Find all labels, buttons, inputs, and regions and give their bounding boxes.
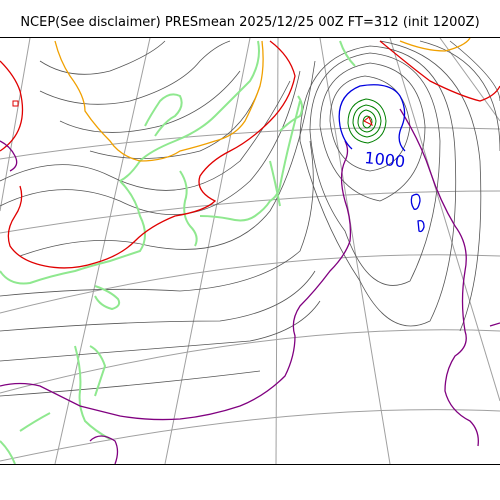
low-centre-marker (363, 116, 373, 127)
coastline (19, 412, 51, 432)
contour-purple (0, 108, 500, 464)
isobar (309, 52, 441, 286)
contour-green (347, 98, 387, 144)
contour (0, 60, 24, 152)
longitude-line (439, 38, 500, 122)
graticule (0, 38, 500, 464)
isobar (379, 40, 482, 332)
coastline (89, 345, 107, 397)
isobar (0, 140, 314, 297)
contour (0, 140, 18, 172)
contour (417, 219, 425, 233)
contour (54, 40, 264, 162)
coastline (269, 160, 281, 207)
isobar (0, 300, 321, 362)
contour-red (0, 40, 500, 269)
contour (399, 38, 471, 52)
contour-blue (338, 84, 425, 233)
contour (0, 140, 352, 421)
longitude-line (54, 38, 151, 464)
isobar (449, 40, 500, 102)
coastline (94, 285, 121, 311)
isobar (19, 60, 316, 257)
contour (339, 125, 353, 150)
latitude-line (0, 409, 500, 462)
pressure-map: 1000 (0, 38, 500, 464)
coastline (0, 180, 146, 285)
map-title: NCEP(See disclaimer) PRESmean 2025/12/25… (20, 15, 480, 30)
coastline (339, 40, 356, 67)
latitude-line (0, 254, 500, 314)
contour-label: 1000 (364, 148, 406, 171)
latitude-line (0, 329, 500, 394)
isobar (319, 62, 426, 202)
small-marker (12, 100, 19, 107)
isobar (59, 70, 241, 133)
contour-orange (54, 38, 471, 162)
isobar (39, 40, 231, 105)
contour (362, 115, 373, 129)
isobar (89, 85, 261, 159)
contour (399, 108, 479, 447)
contour (379, 40, 500, 102)
isobar (299, 45, 457, 327)
contour (347, 98, 387, 144)
coastline (199, 100, 301, 222)
contour (352, 104, 382, 138)
coastline (279, 95, 304, 132)
contour (410, 193, 421, 210)
longitude-line (164, 38, 251, 464)
coastline (144, 93, 183, 137)
latitude-line (0, 190, 500, 234)
isobar (419, 40, 500, 152)
coastline (119, 40, 260, 182)
contour (89, 435, 119, 464)
contour (338, 84, 406, 152)
contour (7, 40, 296, 269)
longitude-line (389, 38, 500, 402)
isobars (0, 40, 500, 397)
contour (489, 322, 500, 327)
isobar (0, 270, 316, 332)
coastline (179, 170, 198, 247)
isobar (0, 70, 301, 216)
isobar (0, 80, 291, 191)
latitude-line (0, 127, 500, 160)
coastline (0, 440, 16, 464)
map-frame: 1000 (0, 37, 500, 465)
isobar (39, 40, 166, 75)
contour (357, 109, 377, 133)
longitude-line (275, 38, 279, 464)
longitude-line (319, 38, 391, 464)
longitude-line (0, 38, 31, 212)
coastline (74, 345, 111, 440)
isobar (0, 370, 261, 397)
